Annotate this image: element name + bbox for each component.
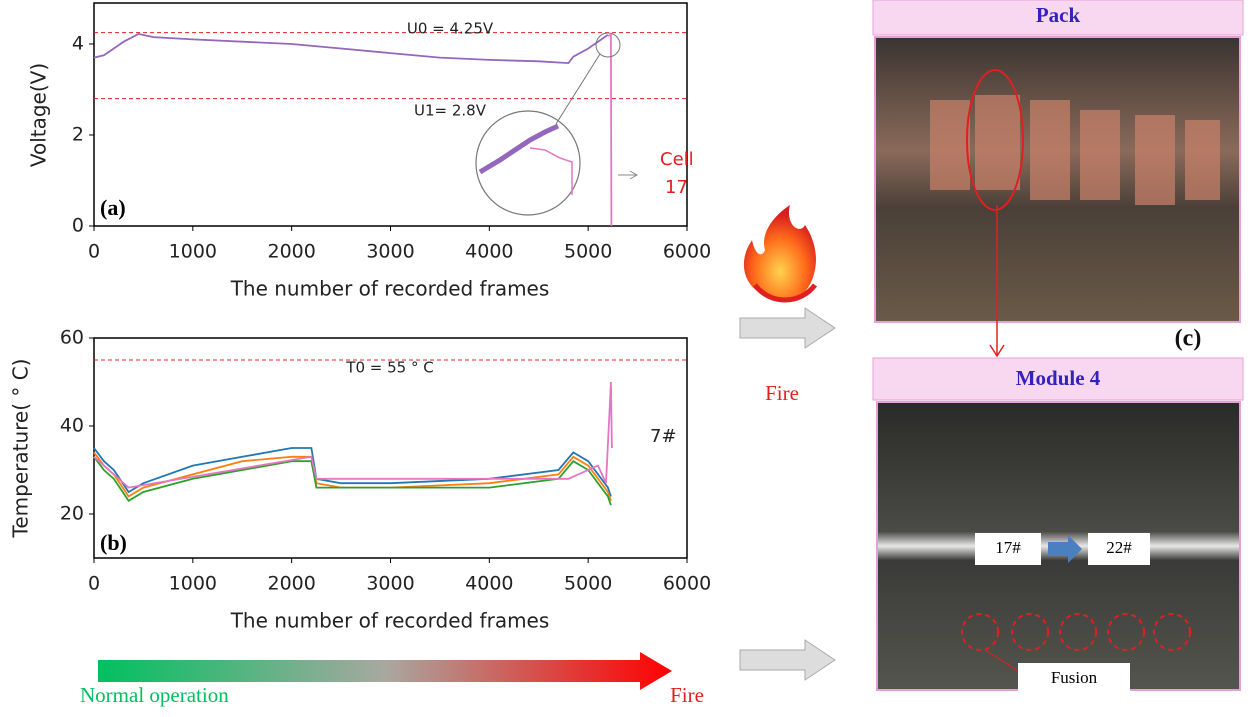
x-tick-label: 4000 [465,241,513,263]
y-axis-label: Temperature( ° C) [9,359,33,539]
series-line [93,451,612,502]
label-box [1018,663,1130,695]
progress-start: Normal operation [80,683,229,707]
module-title: Module 4 [1016,366,1101,390]
x-tick-label: 2000 [267,573,315,595]
x-tick-label: 5000 [564,241,612,263]
connector [989,344,1005,358]
fusion-marks [961,613,1191,651]
chart: 0 1000 2000 3000 4000 5000 6000 20 40 60 T0 = 55 °… [9,327,712,633]
x-tick-label: 2000 [267,241,315,263]
y-tick-label: 2 [72,123,84,145]
label-box [975,533,1041,565]
series-line [607,33,613,227]
y-tick-label: 40 [60,415,84,437]
x-tick-label: 6000 [663,241,711,263]
panel-label: (a) [100,195,126,220]
y-tick-label: 60 [60,327,84,349]
x-tick-label: 6000 [663,573,711,595]
series-line [93,447,612,497]
series-line [93,381,613,489]
y-tick-label: 4 [72,32,84,54]
threshold-label: U1= 2.8V [414,102,487,120]
arrow [1048,535,1082,563]
annotation: 17 [665,177,688,198]
x-tick-label: 5000 [564,573,612,595]
y-axis-label: Voltage(V) [27,63,51,167]
arrow [739,307,836,349]
annotation: 7# [650,426,677,447]
pack-title: Pack [1036,3,1081,27]
x-tick-label: 3000 [366,573,414,595]
x-tick-label: 4000 [465,573,513,595]
progress-end: Fire [670,683,704,707]
flame-icon [743,205,817,303]
cell-from: 17# [995,538,1021,557]
zoom-inset [475,32,639,216]
chart: 0 1000 2000 3000 4000 5000 6000 0 2 4 U0 = 4.25V U1… [27,2,711,301]
x-tick-label: 3000 [366,241,414,263]
plot-area [93,2,688,227]
panel-label: (b) [100,530,127,555]
threshold-label: T0 = 55 ° C [345,359,433,377]
series-line [93,32,609,65]
threshold-label: U0 = 4.25V [407,20,494,38]
panel-label: (c) [1175,326,1202,352]
fire-label: Fire [765,381,799,405]
annotation: Cell [660,149,694,170]
x-tick-label: 1000 [169,573,217,595]
y-tick-label: 0 [72,215,84,237]
x-tick-label: 0 [88,241,100,263]
arrow [739,639,836,681]
x-axis-label: The number of recorded frames [230,609,550,633]
pack-header [872,0,1244,36]
pack-cells [930,95,1220,205]
series-line [93,456,612,506]
x-tick-label: 1000 [169,241,217,263]
highlight [966,69,1024,211]
x-axis-label: The number of recorded frames [230,277,550,301]
connector [984,649,1021,673]
x-tick-label: 0 [88,573,100,595]
y-tick-label: 20 [60,503,84,525]
module-header [872,357,1244,401]
label-box [1088,533,1150,565]
cell-to: 22# [1106,538,1132,557]
progress-arrow [98,652,672,690]
fusion-label: Fusion [1051,668,1098,687]
